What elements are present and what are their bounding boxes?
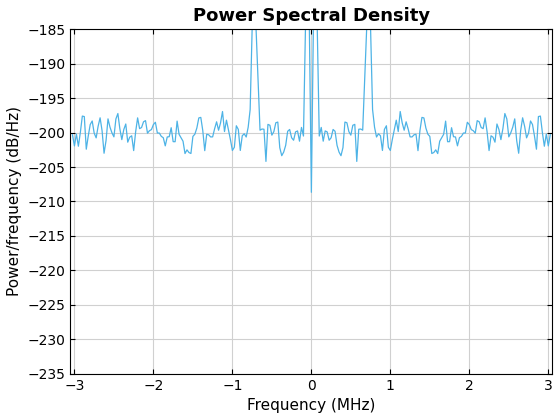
X-axis label: Frequency (MHz): Frequency (MHz) xyxy=(247,398,376,413)
Y-axis label: Power/frequency (dB/Hz): Power/frequency (dB/Hz) xyxy=(7,106,22,297)
Title: Power Spectral Density: Power Spectral Density xyxy=(193,7,430,25)
